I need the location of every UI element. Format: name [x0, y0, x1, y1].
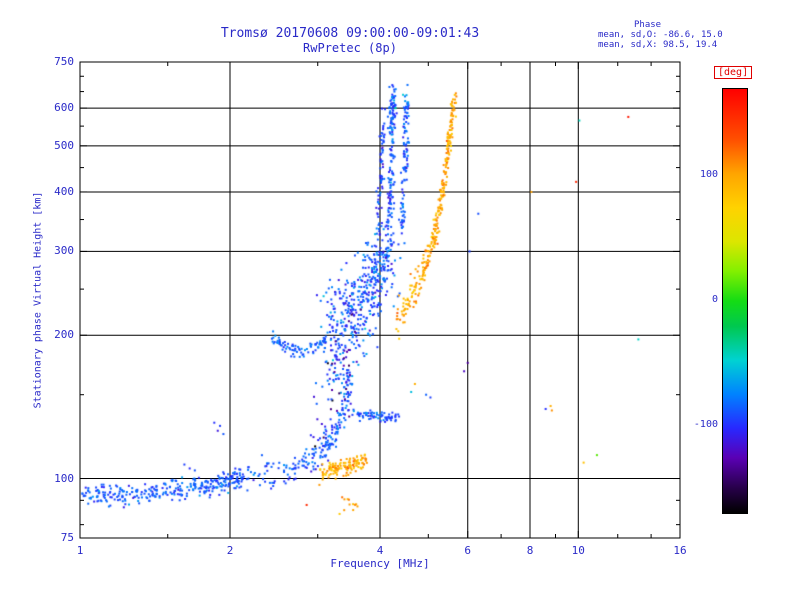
colorbar-tick-label: 100: [699, 169, 718, 181]
y-tick-label: 100: [54, 471, 74, 485]
x-tick-label: 2: [226, 544, 234, 557]
y-tick-label: 200: [54, 328, 74, 342]
colorbar-unit-label: [deg]: [714, 66, 753, 79]
x-tick-label: 6: [464, 544, 472, 557]
colorbar-tick-label: -100: [693, 418, 718, 430]
y-tick-label: 750: [54, 55, 74, 68]
y-tick-label: 300: [54, 244, 74, 258]
y-tick-label: 75: [60, 531, 74, 544]
x-tick-label: 16: [673, 544, 687, 557]
y-tick-label: 600: [54, 101, 74, 115]
x-tick-label: 8: [526, 544, 534, 557]
y-tick-label: 500: [54, 138, 74, 152]
y-tick-label: 400: [54, 184, 74, 198]
colorbar-tick-label: 0: [711, 294, 718, 305]
x-tick-label: 1: [76, 544, 84, 557]
colorbar: [722, 88, 748, 514]
x-tick-label: 10: [571, 544, 585, 557]
x-tick-label: 4: [376, 544, 384, 557]
